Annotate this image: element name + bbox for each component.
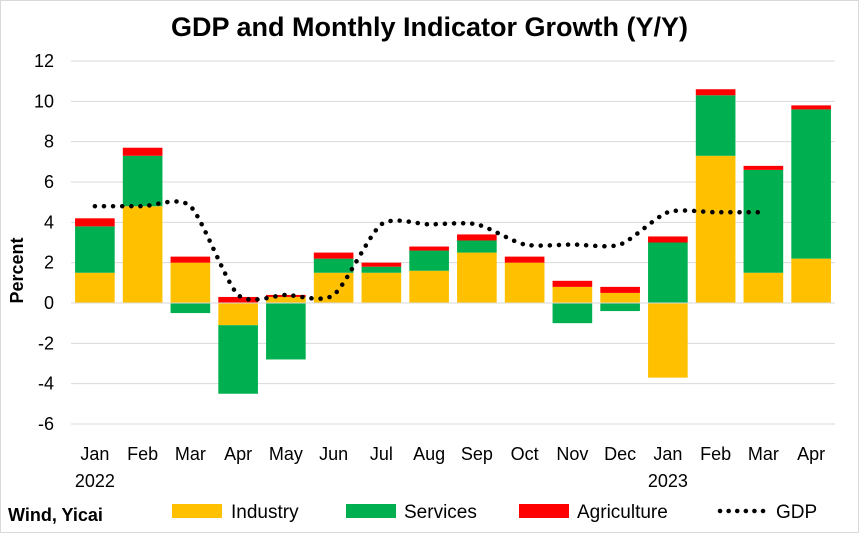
bar-industry-8 <box>457 252 497 303</box>
bar-agriculture-2 <box>170 256 211 263</box>
legend-swatch-services <box>346 504 396 518</box>
bar-agriculture-11 <box>600 286 640 293</box>
x-tick-label: Apr <box>224 444 252 464</box>
x-tick-label: Jul <box>370 444 393 464</box>
bar-industry-9 <box>504 262 545 303</box>
x-tick-label: Oct <box>511 444 539 464</box>
bar-services-1 <box>122 155 163 207</box>
bar-services-13 <box>695 95 736 156</box>
x-tick-label: May <box>269 444 303 464</box>
bar-agriculture-7 <box>409 246 449 251</box>
bar-services-0 <box>75 226 115 273</box>
y-tick-label: -6 <box>38 414 54 434</box>
bar-agriculture-13 <box>695 89 736 96</box>
x-tick-label: Feb <box>700 444 731 464</box>
bar-services-7 <box>409 250 449 271</box>
y-tick-label: 4 <box>44 212 54 232</box>
y-axis-label: Percent <box>7 237 27 303</box>
x-tick-label: Sep <box>461 444 493 464</box>
source-note: Wind, Yicai <box>8 505 103 525</box>
bar-agriculture-6 <box>361 262 402 267</box>
y-tick-label: 0 <box>44 293 54 313</box>
y-tick-label: 10 <box>34 91 54 111</box>
bar-services-8 <box>457 240 497 253</box>
bar-services-3 <box>218 325 258 394</box>
chart-title: GDP and Monthly Indicator Growth (Y/Y) <box>170 12 688 42</box>
bar-agriculture-10 <box>552 280 593 287</box>
bar-services-12 <box>648 242 688 303</box>
x-tick-label: Jan <box>653 444 682 464</box>
y-tick-label: 8 <box>44 132 54 152</box>
bar-services-2 <box>170 303 211 314</box>
x-tick-label: Jan <box>80 444 109 464</box>
bar-industry-3 <box>218 303 258 326</box>
bar-industry-10 <box>552 286 593 303</box>
bar-industry-0 <box>75 272 115 303</box>
bar-services-14 <box>743 169 784 273</box>
bar-services-11 <box>600 303 640 312</box>
bar-agriculture-3 <box>218 296 258 303</box>
bar-industry-6 <box>361 272 402 303</box>
bar-industry-13 <box>695 155 736 303</box>
bar-services-5 <box>313 258 354 273</box>
y-tick-label: -4 <box>38 374 54 394</box>
y-tick-label: -2 <box>38 333 54 353</box>
bar-agriculture-12 <box>648 236 688 243</box>
x-year-label: 2022 <box>75 471 115 491</box>
x-tick-label: Dec <box>604 444 636 464</box>
x-tick-label: Mar <box>748 444 779 464</box>
bar-services-15 <box>791 109 831 259</box>
bar-services-4 <box>266 303 306 360</box>
bar-agriculture-15 <box>791 105 831 110</box>
bar-services-10 <box>552 303 593 324</box>
legend-label-industry: Industry <box>231 502 299 523</box>
bar-services-6 <box>361 266 402 273</box>
bar-industry-7 <box>409 270 449 303</box>
legend-label-agriculture: Agriculture <box>577 502 668 523</box>
y-tick-label: 6 <box>44 172 54 192</box>
bar-industry-2 <box>170 262 211 303</box>
x-tick-label: Nov <box>556 444 588 464</box>
bar-industry-1 <box>122 206 163 303</box>
bar-agriculture-9 <box>504 256 545 263</box>
x-tick-label: Apr <box>797 444 825 464</box>
x-tick-label: Mar <box>175 444 206 464</box>
bar-agriculture-5 <box>313 252 354 259</box>
legend-label-gdp: GDP <box>776 502 817 523</box>
bar-agriculture-8 <box>457 234 497 241</box>
bar-industry-12 <box>648 303 688 378</box>
bar-industry-15 <box>791 258 831 303</box>
bar-agriculture-0 <box>75 218 115 227</box>
legend-swatch-industry <box>172 504 222 518</box>
bar-industry-4 <box>266 296 306 303</box>
x-tick-label: Jun <box>319 444 348 464</box>
x-tick-label: Aug <box>413 444 445 464</box>
bar-industry-14 <box>743 272 784 303</box>
y-tick-label: 12 <box>34 51 54 71</box>
bar-agriculture-14 <box>743 165 784 170</box>
legend-swatch-agriculture <box>519 504 569 518</box>
bar-industry-11 <box>600 292 640 303</box>
x-year-label: 2023 <box>648 471 688 491</box>
legend-label-services: Services <box>404 502 477 523</box>
bar-agriculture-1 <box>122 147 163 156</box>
x-tick-label: Feb <box>127 444 158 464</box>
y-tick-label: 2 <box>44 253 54 273</box>
